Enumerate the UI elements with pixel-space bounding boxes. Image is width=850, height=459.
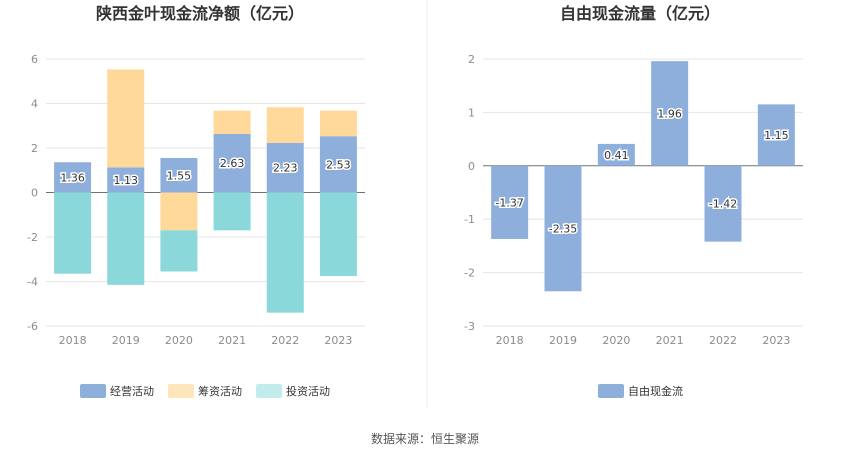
- y-tick-label: 0: [468, 160, 475, 173]
- bar-free-cash-flow[interactable]: [704, 165, 742, 242]
- bar-investing[interactable]: [213, 192, 251, 231]
- fcf-y-axis: 2 1 0 -1 -2 -3: [464, 53, 475, 333]
- free-cash-flow-chart: 自由现金流量（亿元） 2 1 0 -1 -2 -3 2018 2019 2020 2021 202…: [464, 4, 803, 398]
- x-tick-label: 2023: [324, 334, 352, 347]
- x-tick-label: 2020: [165, 334, 193, 347]
- y-tick-label: -6: [27, 320, 38, 333]
- y-tick-label: 0: [31, 187, 38, 200]
- x-tick-label: 2018: [59, 334, 87, 347]
- cashflow-bars: [54, 69, 357, 313]
- x-tick-label: 2023: [762, 334, 790, 347]
- cashflow-y-axis: 6 4 2 0 -2 -4 -6: [27, 53, 38, 333]
- legend-item-operating[interactable]: 经营活动: [80, 384, 154, 398]
- data-label: 2.63: [220, 157, 245, 170]
- cashflow-legend: 经营活动 筹资活动 投资活动: [80, 384, 330, 398]
- x-tick-label: 2021: [218, 334, 246, 347]
- data-label: -1.37: [495, 196, 523, 209]
- bar-operating[interactable]: [213, 133, 251, 193]
- legend-swatch-investing: [256, 384, 282, 398]
- y-tick-label: 2: [468, 53, 475, 66]
- bar-free-cash-flow[interactable]: [597, 143, 635, 166]
- y-tick-label: 1: [468, 106, 475, 119]
- x-tick-label: 2022: [709, 334, 737, 347]
- bar-investing[interactable]: [54, 192, 92, 274]
- legend-label-financing: 筹资活动: [198, 384, 242, 398]
- fcf-gridlines: [483, 58, 803, 327]
- data-source-note: 数据来源：恒生聚源: [370, 432, 479, 446]
- bar-investing[interactable]: [107, 192, 145, 285]
- data-label: 2.23: [273, 162, 298, 175]
- y-tick-label: 4: [31, 98, 38, 111]
- bar-operating[interactable]: [54, 162, 92, 193]
- free-cash-flow-chart-title: 自由现金流量（亿元）: [560, 4, 720, 23]
- legend-label-investing: 投资活动: [286, 384, 330, 398]
- bar-financing[interactable]: [319, 110, 357, 137]
- x-tick-label: 2020: [602, 334, 630, 347]
- data-label: 1.55: [167, 169, 192, 182]
- fcf-legend: 自由现金流: [598, 384, 683, 398]
- bar-investing[interactable]: [266, 192, 304, 313]
- legend-swatch-financing: [168, 384, 194, 398]
- bar-operating[interactable]: [160, 158, 198, 193]
- cashflow-chart-title: 陕西金叶现金流净额（亿元）: [96, 4, 304, 23]
- legend-swatch-operating: [80, 384, 106, 398]
- fcf-data-labels: -1.37 -2.35 0.41 1.96 -1.42 1.15: [494, 106, 790, 237]
- bar-free-cash-flow[interactable]: [651, 61, 689, 166]
- bar-free-cash-flow[interactable]: [544, 165, 582, 292]
- cashflow-chart: 陕西金叶现金流净额（亿元） 6 4 2 0 -2 -4 -6 2018 2019 2020 202…: [27, 4, 365, 398]
- legend-label-operating: 经营活动: [110, 384, 154, 398]
- bar-free-cash-flow[interactable]: [757, 104, 795, 166]
- y-tick-label: -1: [464, 213, 475, 226]
- bar-financing[interactable]: [107, 69, 145, 168]
- y-tick-label: -4: [27, 276, 38, 289]
- y-tick-label: -2: [464, 267, 475, 280]
- cashflow-x-axis: 2018 2019 2020 2021 2022 2023: [59, 334, 353, 347]
- legend-item-investing[interactable]: 投资活动: [256, 384, 330, 398]
- legend-label-free-cash-flow: 自由现金流: [628, 384, 683, 398]
- bar-financing[interactable]: [266, 107, 304, 143]
- y-tick-label: -2: [27, 231, 38, 244]
- legend-swatch-free-cash-flow: [598, 384, 624, 398]
- data-label: -2.35: [549, 223, 577, 236]
- y-tick-label: -3: [464, 320, 475, 333]
- x-tick-label: 2018: [496, 334, 524, 347]
- fcf-bars: [491, 61, 795, 292]
- bar-free-cash-flow[interactable]: [491, 165, 529, 239]
- data-label: 1.15: [764, 129, 789, 142]
- cashflow-data-labels: 1.36 1.13 1.55 2.63 2.23 2.53: [59, 156, 352, 189]
- data-label: 1.96: [657, 107, 682, 120]
- bar-financing[interactable]: [160, 192, 198, 231]
- data-label: 2.53: [326, 158, 351, 171]
- data-label: 0.41: [604, 149, 629, 162]
- legend-item-financing[interactable]: 筹资活动: [168, 384, 242, 398]
- bar-operating[interactable]: [107, 167, 145, 193]
- data-label: -1.42: [709, 198, 737, 211]
- x-tick-label: 2022: [271, 334, 299, 347]
- y-tick-label: 2: [31, 142, 38, 155]
- x-tick-label: 2019: [549, 334, 577, 347]
- bar-operating[interactable]: [319, 136, 357, 193]
- data-label: 1.13: [114, 174, 139, 187]
- x-tick-label: 2019: [112, 334, 140, 347]
- cashflow-gridlines: [46, 58, 365, 327]
- bar-financing[interactable]: [213, 110, 251, 134]
- data-label: 1.36: [60, 171, 85, 184]
- legend-item-free-cash-flow[interactable]: 自由现金流: [598, 384, 683, 398]
- x-tick-label: 2021: [656, 334, 684, 347]
- y-tick-label: 6: [31, 53, 38, 66]
- bar-investing[interactable]: [319, 192, 357, 276]
- bar-operating[interactable]: [266, 142, 304, 193]
- bar-investing[interactable]: [160, 230, 198, 272]
- fcf-x-axis: 2018 2019 2020 2021 2022 2023: [496, 334, 791, 347]
